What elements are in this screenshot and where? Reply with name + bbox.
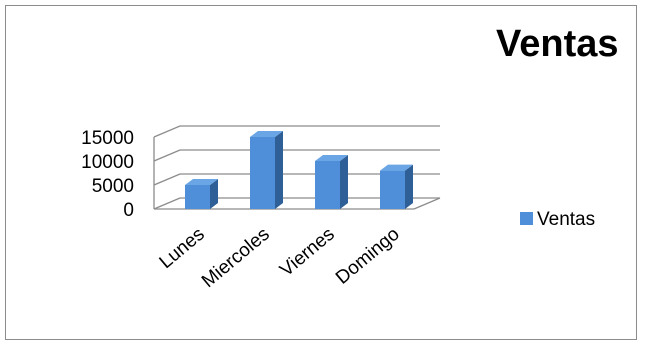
bar-top — [185, 179, 218, 185]
y-tick-label: 0 — [123, 200, 134, 221]
bar-side — [340, 155, 348, 209]
bar-front — [380, 170, 405, 209]
x-tick-label: Viernes — [276, 224, 339, 281]
gridline-depth — [153, 125, 181, 138]
bar-miercoles — [250, 131, 283, 209]
chart-grid — [153, 125, 441, 210]
chart-legend: Ventas — [520, 209, 595, 230]
bar-side — [275, 131, 283, 209]
bar-viernes — [315, 155, 348, 209]
x-tick-label: Miercoles — [198, 224, 274, 292]
bar-side — [405, 164, 413, 209]
gridline-depth — [153, 197, 181, 210]
bar-top — [315, 155, 348, 161]
gridline-depth — [153, 173, 181, 186]
y-tick-label: 15000 — [81, 128, 134, 149]
legend-swatch — [520, 212, 533, 225]
y-tick-label: 10000 — [81, 152, 134, 173]
bar-front — [250, 137, 275, 209]
bar-top — [250, 131, 283, 137]
bar-front — [315, 161, 340, 209]
chart-bars — [185, 131, 413, 209]
bar-side — [210, 179, 218, 209]
x-tick-label: Lunes — [156, 224, 209, 273]
bar-front — [185, 185, 210, 209]
floor-edge-depth — [413, 197, 441, 210]
legend-label: Ventas — [537, 209, 595, 230]
bar-lunes — [185, 179, 218, 209]
y-tick-label: 5000 — [92, 176, 134, 197]
chart-frame: Ventas 0 5000 10000 15000 Lunes Miercoles Vie… — [5, 5, 637, 340]
y-axis-ticks: 0 5000 10000 15000 — [81, 128, 134, 221]
chart-title: Ventas — [496, 23, 619, 65]
bar-top — [380, 164, 413, 171]
x-tick-label: Domingo — [332, 224, 404, 289]
bar-domingo — [380, 164, 413, 209]
gridline-depth — [153, 149, 181, 162]
